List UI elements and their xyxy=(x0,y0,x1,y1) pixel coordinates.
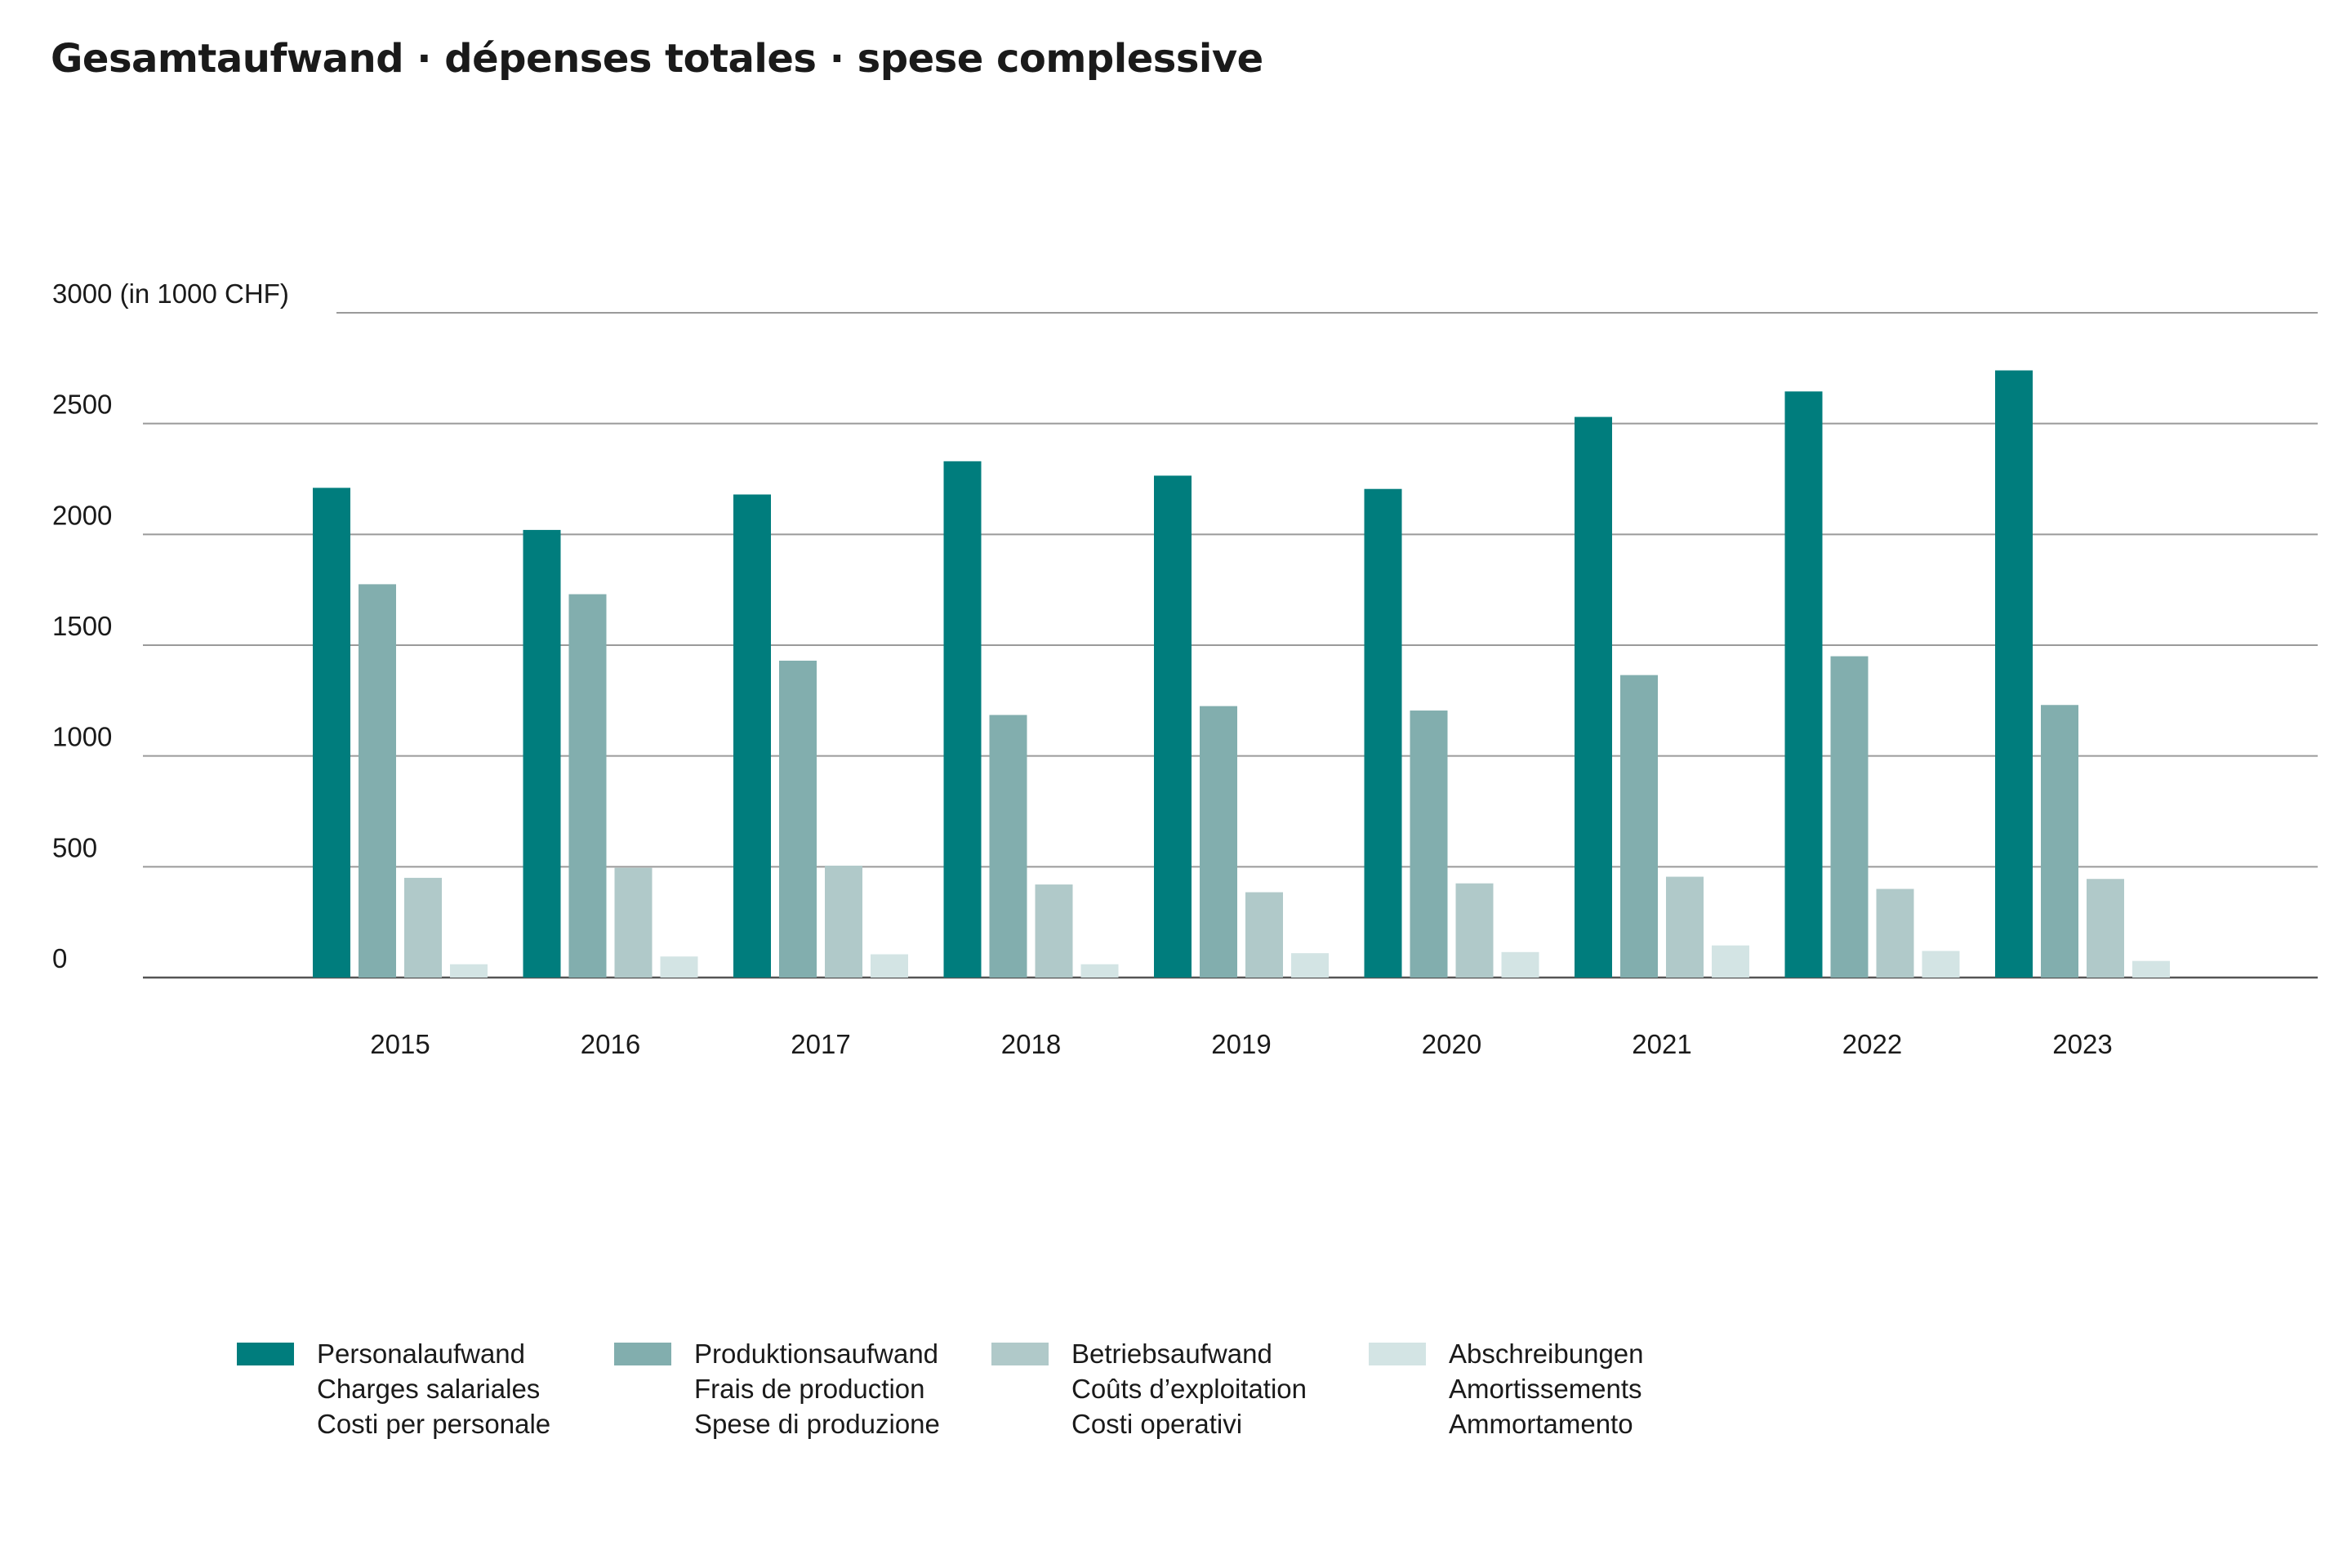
y-tick-label: 3000 (in 1000 CHF) xyxy=(52,278,289,309)
chart-title: Gesamtaufwand · dépenses totales · spese… xyxy=(51,36,1263,82)
y-tick-label: 1500 xyxy=(52,611,112,641)
bar xyxy=(568,594,607,978)
y-tick-label: 500 xyxy=(52,832,97,862)
bar xyxy=(450,964,488,978)
x-tick-label: 2023 xyxy=(2052,1029,2112,1059)
x-tick-label: 2019 xyxy=(1211,1029,1271,1059)
bar xyxy=(1922,951,1960,978)
legend-label: Coûts d’exploitation xyxy=(1071,1374,1307,1404)
bar xyxy=(989,715,1027,978)
bar xyxy=(1455,883,1494,978)
x-tick-label: 2015 xyxy=(370,1029,430,1059)
legend-label: Amortissements xyxy=(1449,1374,1642,1404)
bar xyxy=(1784,391,1823,978)
legend-item-betriebsaufwand: Betriebsaufwand Coûts d’exploitation Cos… xyxy=(991,1336,1369,1441)
legend-swatch xyxy=(991,1343,1049,1365)
bar xyxy=(1830,656,1869,978)
x-tick-label: 2017 xyxy=(791,1029,850,1059)
bar xyxy=(2132,960,2170,978)
bar xyxy=(943,461,982,978)
bar xyxy=(1035,884,1073,978)
legend-label: Produktionsaufwand xyxy=(694,1339,939,1369)
legend-label: Costi per personale xyxy=(317,1409,551,1439)
bar xyxy=(1245,892,1283,978)
legend-swatch xyxy=(614,1343,671,1365)
x-tick-label: 2016 xyxy=(581,1029,640,1059)
bar xyxy=(1575,416,1612,978)
bar-chart: 0 500 1000 1500 2000 2500 3000 (in 1000 CHF) 20… xyxy=(52,278,2318,1059)
legend-swatch xyxy=(237,1343,294,1365)
legend-label: Personalaufwand xyxy=(317,1339,526,1369)
y-tick-label: 1000 xyxy=(52,722,112,752)
legend-item-produktionsaufwand: Produktionsaufwand Frais de production S… xyxy=(614,1336,991,1441)
bar xyxy=(404,877,442,978)
legend-label: Charges salariales xyxy=(317,1374,541,1404)
bar xyxy=(1410,710,1448,978)
bar xyxy=(313,488,350,978)
bar xyxy=(1080,964,1119,978)
bar xyxy=(2041,705,2078,978)
bar xyxy=(1200,706,1237,978)
legend: Personalaufwand Charges salariales Costi… xyxy=(237,1336,1746,1441)
bar xyxy=(660,956,698,978)
bar xyxy=(1666,876,1704,978)
legend-item-abschreibungen: Abschreibungen Amortissements Ammortamen… xyxy=(1369,1336,1746,1441)
legend-label: Betriebsaufwand xyxy=(1071,1339,1272,1369)
bar xyxy=(1154,475,1192,978)
bar xyxy=(1620,675,1658,978)
bar xyxy=(614,867,653,978)
legend-label: Ammortamento xyxy=(1449,1409,1633,1439)
legend-label: Spese di produzione xyxy=(694,1409,940,1439)
bar xyxy=(523,529,561,978)
x-tick-label: 2022 xyxy=(1842,1029,1902,1059)
y-tick-label: 2000 xyxy=(52,500,112,530)
bar xyxy=(1291,953,1329,978)
legend-label: Costi operativi xyxy=(1071,1409,1243,1439)
bar xyxy=(825,865,862,978)
bar xyxy=(733,494,771,978)
bar xyxy=(1364,488,1402,978)
bar xyxy=(1876,889,1914,978)
x-tick-label: 2020 xyxy=(1422,1029,1481,1059)
y-tick-label: 0 xyxy=(52,943,67,973)
legend-label: Frais de production xyxy=(694,1374,925,1404)
bar xyxy=(359,584,396,978)
legend-item-personalaufwand: Personalaufwand Charges salariales Costi… xyxy=(237,1336,614,1441)
bar xyxy=(2087,879,2124,978)
x-tick-label: 2021 xyxy=(1632,1029,1691,1059)
bar xyxy=(1501,951,1539,978)
bar xyxy=(1995,370,2033,978)
x-tick-label: 2018 xyxy=(1001,1029,1061,1059)
y-tick-label: 2500 xyxy=(52,390,112,420)
bar xyxy=(871,954,908,978)
legend-label: Abschreibungen xyxy=(1449,1339,1644,1369)
bar xyxy=(1712,945,1749,978)
legend-swatch xyxy=(1369,1343,1426,1365)
bar xyxy=(779,660,817,978)
